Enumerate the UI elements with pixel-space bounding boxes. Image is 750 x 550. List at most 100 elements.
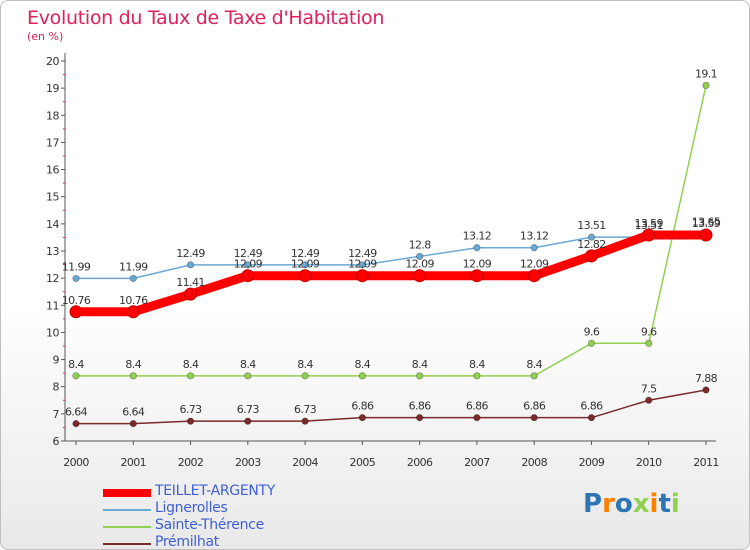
data-point — [241, 269, 255, 283]
logo-letter: o — [614, 489, 633, 519]
data-label: 13.51 — [577, 219, 606, 232]
data-point — [584, 249, 598, 263]
data-point — [473, 244, 481, 252]
data-point — [72, 420, 80, 428]
data-point — [244, 417, 252, 425]
data-point — [527, 269, 541, 283]
logo-letter: i — [670, 489, 680, 519]
data-label: 12.09 — [405, 258, 434, 271]
data-label: 6.64 — [65, 406, 88, 419]
data-point — [69, 305, 83, 319]
x-tick-label: 2010 — [636, 456, 662, 469]
data-label: 6.64 — [122, 406, 145, 419]
data-label: 13.59 — [634, 217, 663, 230]
y-tick-label: 18 — [46, 109, 59, 122]
data-label: 12.8 — [409, 238, 432, 251]
data-label: 12.82 — [577, 238, 606, 251]
data-label: 6.86 — [351, 400, 374, 413]
x-tick-label: 2011 — [693, 456, 719, 469]
data-point — [355, 269, 369, 283]
x-tick-label: 2005 — [350, 456, 376, 469]
data-point — [358, 261, 366, 269]
data-point — [416, 252, 424, 261]
data-point — [358, 414, 366, 422]
data-label: 6.73 — [237, 403, 260, 416]
data-point — [530, 372, 538, 380]
logo-letter: x — [632, 489, 650, 519]
legend-swatch-sainte-therence — [103, 526, 151, 528]
data-label: 9.6 — [641, 325, 657, 338]
y-tick-label: 7 — [53, 408, 60, 421]
data-point — [587, 414, 596, 422]
data-label: 13.12 — [463, 230, 492, 243]
x-tick-label: 2007 — [464, 456, 490, 469]
data-label: 8.4 — [240, 358, 256, 371]
data-point — [186, 372, 195, 380]
data-point — [244, 261, 252, 269]
data-point — [129, 372, 137, 380]
y-tick-label: 6 — [53, 435, 60, 448]
y-tick-label: 13 — [46, 245, 59, 258]
data-point — [244, 372, 252, 380]
data-label: 12.49 — [291, 247, 320, 260]
legend-label-teillet-argenty: TEILLET-ARGENTY — [155, 483, 276, 499]
data-label: 9.6 — [584, 325, 600, 338]
y-tick-label: 8 — [53, 381, 60, 394]
x-tick-label: 2002 — [178, 456, 204, 469]
data-label: 6.73 — [179, 403, 202, 416]
data-point — [301, 417, 309, 425]
data-point — [702, 81, 710, 90]
y-axis-unit: (en %) — [27, 30, 64, 43]
legend-swatch-lignerolles — [103, 509, 151, 511]
data-point — [186, 261, 195, 269]
data-point — [126, 305, 140, 319]
y-tick-label: 19 — [46, 82, 59, 95]
y-tick-label: 12 — [46, 272, 59, 285]
series-line-teillet-argenty — [71, 230, 711, 317]
legend-label-premilhat: Prémilhat — [155, 534, 219, 550]
data-label: 6.86 — [580, 400, 603, 413]
data-label: 8.4 — [183, 358, 199, 371]
data-label: 8.4 — [125, 358, 141, 371]
data-point — [473, 372, 481, 380]
data-label: 12.09 — [234, 258, 263, 271]
x-tick-label: 2000 — [63, 456, 89, 469]
data-label: 8.4 — [469, 358, 485, 371]
data-label: 11.99 — [119, 260, 148, 273]
legend-swatch-premilhat — [103, 543, 151, 545]
x-tick-label: 2004 — [292, 456, 318, 469]
data-point — [642, 228, 656, 242]
y-tick-label: 16 — [46, 164, 59, 177]
data-point — [129, 274, 137, 283]
data-point — [587, 233, 596, 241]
data-point — [645, 396, 653, 404]
data-label: 12.49 — [234, 247, 263, 260]
x-tick-label: 2006 — [407, 456, 433, 469]
data-label: 8.4 — [355, 358, 371, 371]
data-label: 6.86 — [409, 400, 432, 413]
data-point — [72, 372, 80, 380]
x-tick-label: 2003 — [235, 456, 261, 469]
data-label: 8.4 — [412, 358, 428, 371]
data-label: 8.4 — [68, 358, 84, 371]
x-tick-label: 2009 — [579, 456, 605, 469]
series-line-lignerolles — [75, 232, 707, 280]
data-point — [587, 339, 596, 347]
data-label: 10.76 — [62, 294, 91, 307]
data-label: 8.4 — [297, 358, 313, 371]
data-label: 6.73 — [294, 403, 317, 416]
data-label: 12.49 — [176, 247, 205, 260]
series-line-pr-milhat — [75, 389, 707, 425]
data-label: 11.99 — [62, 260, 91, 273]
data-point — [416, 414, 424, 422]
data-point — [530, 244, 538, 252]
data-label: 7.5 — [641, 382, 657, 395]
y-tick-label: 15 — [46, 191, 59, 204]
y-tick-label: 20 — [46, 55, 59, 68]
data-point — [129, 420, 137, 428]
data-point — [301, 261, 309, 269]
proxiti-logo: Proxiti — [583, 489, 680, 519]
data-point — [301, 372, 309, 380]
